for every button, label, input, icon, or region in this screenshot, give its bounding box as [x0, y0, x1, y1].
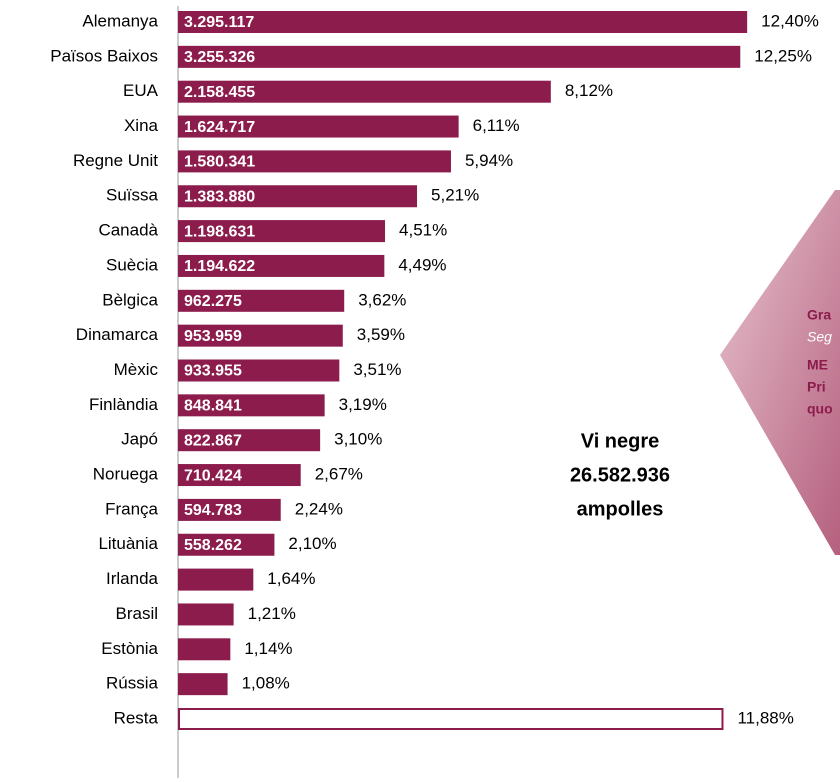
value-label: 1.624.717	[184, 119, 255, 136]
category-label: Xina	[124, 116, 159, 135]
value-label: 1.198.631	[184, 223, 255, 240]
share-label: 3,62%	[358, 290, 406, 309]
value-label: 2.158.455	[184, 84, 255, 101]
bar	[178, 324, 343, 347]
category-label: Irlanda	[106, 569, 159, 588]
bar	[178, 254, 385, 277]
bar	[178, 533, 275, 556]
category-label: Brasil	[115, 604, 158, 623]
bar	[178, 45, 741, 68]
category-label: Regne Unit	[73, 151, 158, 170]
share-label: 5,94%	[465, 151, 513, 170]
category-label: Rússia	[106, 674, 159, 693]
share-label: 2,24%	[295, 499, 343, 518]
category-label: Noruega	[93, 465, 159, 484]
bar	[178, 394, 325, 417]
category-label: Dinamarca	[76, 325, 159, 344]
share-label: 3,51%	[353, 360, 401, 379]
category-label: Suècia	[106, 255, 159, 274]
bar	[178, 464, 301, 487]
bar	[178, 603, 234, 626]
category-label: Finlàndia	[89, 395, 159, 414]
share-label: 8,12%	[565, 81, 613, 100]
annotation: Vi negre	[581, 430, 660, 452]
bar	[178, 150, 451, 173]
share-label: 2,10%	[288, 534, 336, 553]
callout-shape	[720, 190, 840, 555]
bar	[178, 115, 459, 138]
value-label: 3.295.117	[184, 14, 254, 31]
value-label: 953.959	[184, 328, 242, 345]
callout-line: Pri	[807, 379, 826, 395]
value-label: 1.580.341	[184, 154, 255, 171]
share-label: 12,25%	[754, 46, 812, 65]
category-label: Canadà	[98, 221, 158, 240]
callout-line: quo	[807, 401, 833, 417]
share-label: 3,19%	[339, 395, 387, 414]
share-label: 4,51%	[399, 221, 447, 240]
share-label: 1,64%	[267, 569, 315, 588]
share-label: 1,21%	[248, 604, 296, 623]
category-label: França	[105, 499, 158, 518]
value-label: 822.867	[184, 432, 242, 449]
bar	[178, 498, 281, 521]
category-label: Alemanya	[82, 11, 158, 30]
value-label: 962.275	[184, 293, 242, 310]
bar	[178, 708, 724, 730]
category-label: Països Baixos	[50, 46, 158, 65]
bar	[178, 11, 748, 33]
bar	[178, 429, 321, 452]
share-label: 11,88%	[737, 708, 793, 727]
annotation: ampolles	[577, 498, 664, 520]
value-label: 3.255.326	[184, 49, 255, 66]
value-label: 1.383.880	[184, 188, 255, 205]
share-label: 3,10%	[334, 430, 382, 449]
annotation: 26.582.936	[570, 464, 670, 486]
share-label: 1,08%	[242, 674, 290, 693]
share-label: 5,21%	[431, 186, 479, 205]
bar	[178, 185, 418, 208]
callout-line: ME	[807, 357, 828, 373]
category-label: Lituània	[98, 534, 158, 553]
share-label: 3,59%	[357, 325, 405, 344]
category-label: Resta	[114, 708, 159, 727]
bar	[178, 289, 345, 312]
value-label: 848.841	[184, 398, 242, 415]
share-label: 6,11%	[473, 116, 520, 135]
callout-line: Gra	[807, 307, 831, 323]
category-label: Bèlgica	[102, 290, 158, 309]
bar	[178, 568, 254, 591]
value-label: 710.424	[184, 467, 242, 484]
bar	[178, 359, 340, 382]
value-label: 933.955	[184, 363, 242, 380]
value-label: 594.783	[184, 502, 242, 519]
category-label: Mèxic	[114, 360, 159, 379]
share-label: 2,67%	[315, 465, 363, 484]
category-label: Estònia	[101, 639, 158, 658]
bar	[178, 638, 231, 661]
share-label: 1,14%	[244, 639, 292, 658]
bar	[178, 80, 551, 103]
bar	[178, 220, 386, 243]
value-label: 558.262	[184, 537, 242, 554]
callout-line: Seg	[807, 329, 832, 345]
category-label: Japó	[121, 430, 158, 449]
value-label: 1.194.622	[184, 258, 255, 275]
share-label: 12,40%	[761, 11, 819, 30]
category-label: EUA	[123, 81, 159, 100]
category-label: Suïssa	[106, 186, 159, 205]
bar	[178, 673, 228, 696]
share-label: 4,49%	[398, 255, 446, 274]
